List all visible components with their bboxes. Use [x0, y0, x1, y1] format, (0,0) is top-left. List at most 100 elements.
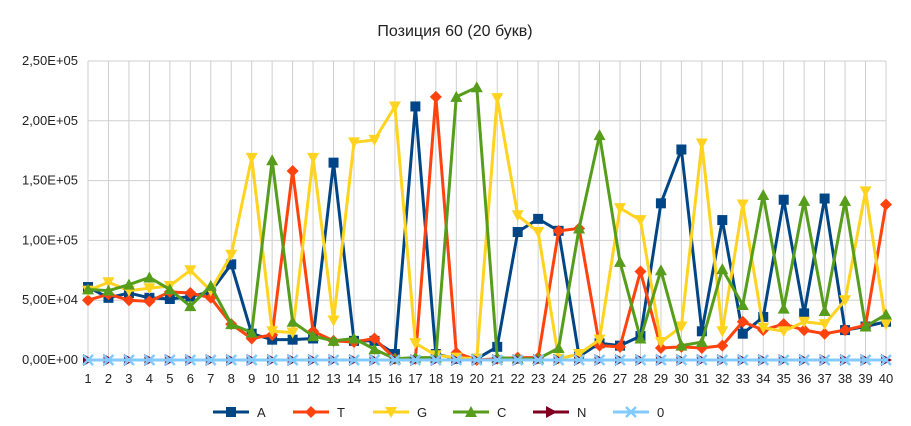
- data-point: [593, 354, 606, 366]
- x-tick-label: 13: [326, 371, 340, 386]
- data-point: [512, 227, 523, 238]
- series-G: [82, 93, 892, 365]
- data-point: [716, 354, 729, 366]
- y-tick-label: 5,00E+04: [22, 292, 78, 307]
- data-point: [286, 315, 299, 327]
- data-point: [573, 354, 585, 366]
- series-0: [82, 354, 892, 366]
- x-tick-label: 19: [449, 371, 463, 386]
- legend: A T G C N 0: [213, 405, 664, 420]
- data-point: [736, 298, 749, 310]
- data-point: [82, 283, 94, 295]
- x-tick-label: 28: [633, 371, 647, 386]
- data-point: [676, 144, 687, 155]
- legend-item-0: 0: [613, 405, 664, 420]
- data-point: [368, 354, 381, 366]
- data-point: [286, 327, 299, 339]
- series-lines: [82, 81, 892, 366]
- legend-label: T: [337, 405, 345, 420]
- x-tick-label: 16: [388, 371, 402, 386]
- x-tick-label: 6: [187, 371, 194, 386]
- data-point: [757, 322, 770, 334]
- data-point: [757, 354, 770, 366]
- data-point: [286, 165, 299, 178]
- data-point: [327, 334, 340, 346]
- x-tick-label: 15: [367, 371, 381, 386]
- x-tick-label: 40: [879, 371, 893, 386]
- data-point: [102, 277, 115, 289]
- data-point: [634, 354, 647, 366]
- legend-marker: [625, 406, 637, 418]
- data-point: [491, 93, 504, 105]
- data-point: [532, 354, 545, 366]
- data-point: [614, 255, 626, 267]
- data-point: [777, 354, 790, 366]
- data-point: [82, 354, 94, 366]
- data-point: [552, 354, 565, 366]
- x-tick-label: 3: [125, 371, 132, 386]
- x-tick-label: 5: [166, 371, 173, 386]
- x-tick-label: 34: [756, 371, 770, 386]
- data-point: [777, 326, 790, 338]
- data-point: [675, 354, 688, 366]
- data-point: [819, 193, 830, 204]
- data-point: [348, 137, 360, 149]
- y-tick-label: 2,50E+05: [22, 53, 78, 68]
- legend-label: C: [497, 405, 506, 420]
- data-point: [164, 294, 175, 305]
- x-tick-label: 12: [306, 371, 320, 386]
- data-point: [593, 334, 606, 346]
- data-point: [82, 294, 94, 307]
- data-point: [717, 215, 728, 226]
- x-tick-label: 30: [674, 371, 688, 386]
- data-point: [143, 354, 156, 366]
- data-point: [266, 326, 279, 338]
- data-point: [614, 340, 626, 353]
- x-tick-label: 26: [592, 371, 606, 386]
- data-point: [839, 194, 852, 206]
- x-tick-label: 2: [105, 371, 112, 386]
- data-point: [695, 138, 708, 150]
- data-point: [880, 198, 892, 211]
- data-point: [184, 354, 197, 366]
- data-point: [818, 354, 831, 366]
- x-tick-label: 27: [613, 371, 627, 386]
- data-point: [634, 332, 647, 344]
- data-point: [143, 295, 156, 308]
- x-tick-label: 32: [715, 371, 729, 386]
- legend-label: N: [577, 405, 586, 420]
- data-point: [880, 354, 892, 366]
- y-axis-ticks: 0,00E+00 5,00E+04 1,00E+05 1,50E+05 2,00E+05…: [22, 53, 78, 367]
- data-point: [655, 198, 666, 209]
- x-tick-label: 14: [347, 371, 361, 386]
- data-point: [593, 129, 606, 141]
- data-point: [225, 354, 238, 366]
- data-point: [634, 215, 647, 227]
- data-point: [859, 186, 872, 198]
- data-point: [225, 318, 238, 330]
- gridlines: [87, 60, 887, 361]
- data-point: [410, 101, 421, 112]
- legend-label: A: [257, 405, 266, 420]
- x-tick-label: 25: [572, 371, 586, 386]
- data-point: [143, 271, 156, 283]
- data-point: [716, 326, 729, 338]
- data-point: [163, 283, 176, 295]
- data-point: [368, 134, 381, 146]
- data-point: [184, 287, 197, 300]
- data-point: [266, 154, 279, 166]
- data-point: [204, 291, 217, 304]
- data-point: [839, 354, 851, 366]
- data-point: [307, 152, 320, 164]
- series-line: [87, 85, 887, 361]
- data-point: [491, 354, 504, 366]
- data-point: [818, 319, 831, 331]
- x-tick-label: 35: [776, 371, 790, 386]
- y-tick-label: 1,00E+05: [22, 232, 78, 247]
- data-point: [839, 324, 852, 337]
- data-point: [798, 316, 811, 328]
- data-point: [839, 295, 852, 307]
- y-tick-label: 2,00E+05: [22, 113, 78, 128]
- legend-item-A: A: [213, 405, 266, 420]
- x-tick-label: 33: [736, 371, 750, 386]
